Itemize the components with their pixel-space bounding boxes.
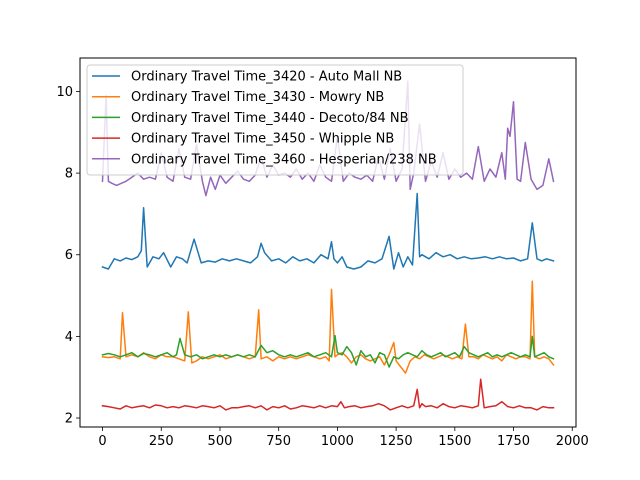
legend-label-3: Ordinary Travel Time_3450 - Whipple NB: [131, 132, 394, 147]
x-tick-label-4: 1000: [321, 434, 354, 449]
x-tick-label-7: 1750: [497, 434, 530, 449]
legend-label-1: Ordinary Travel Time_3430 - Mowry NB: [131, 90, 384, 105]
y-tick-label-2: 6: [65, 248, 73, 263]
y-axis-ticks: 2 4 6 8 10: [56, 85, 80, 427]
legend-label-2: Ordinary Travel Time_3440 - Decoto/84 NB: [131, 111, 409, 126]
legend: Ordinary Travel Time_3420 - Auto Mall NB…: [86, 64, 464, 176]
legend-frame: [86, 64, 464, 176]
x-tick-label-6: 1500: [438, 434, 471, 449]
x-tick-label-8: 2000: [556, 434, 589, 449]
series-line-4: [101, 80, 555, 197]
y-tick-label-0: 2: [65, 412, 73, 427]
x-tick-label-5: 1250: [380, 434, 413, 449]
series-line-2: [101, 334, 555, 368]
legend-label-4: Ordinary Travel Time_3460 - Hesperian/23…: [131, 152, 437, 167]
series-lines: [101, 80, 555, 411]
series-line-1: [101, 280, 555, 374]
y-tick-label-1: 4: [65, 330, 73, 345]
x-tick-label-2: 500: [208, 434, 233, 449]
x-tick-label-1: 250: [149, 434, 174, 449]
series-line-3: [101, 378, 555, 411]
x-tick-label-0: 0: [98, 434, 106, 449]
series-line-0: [101, 192, 555, 270]
plot-frame: [79, 57, 577, 428]
y-tick-label-4: 10: [56, 85, 73, 100]
legend-label-0: Ordinary Travel Time_3420 - Auto Mall NB: [131, 70, 402, 85]
x-axis-ticks: 0 250 500 750 1000 1250 1500 1750 2000: [98, 427, 589, 449]
x-tick-label-3: 750: [266, 434, 291, 449]
y-tick-label-3: 8: [65, 167, 73, 182]
